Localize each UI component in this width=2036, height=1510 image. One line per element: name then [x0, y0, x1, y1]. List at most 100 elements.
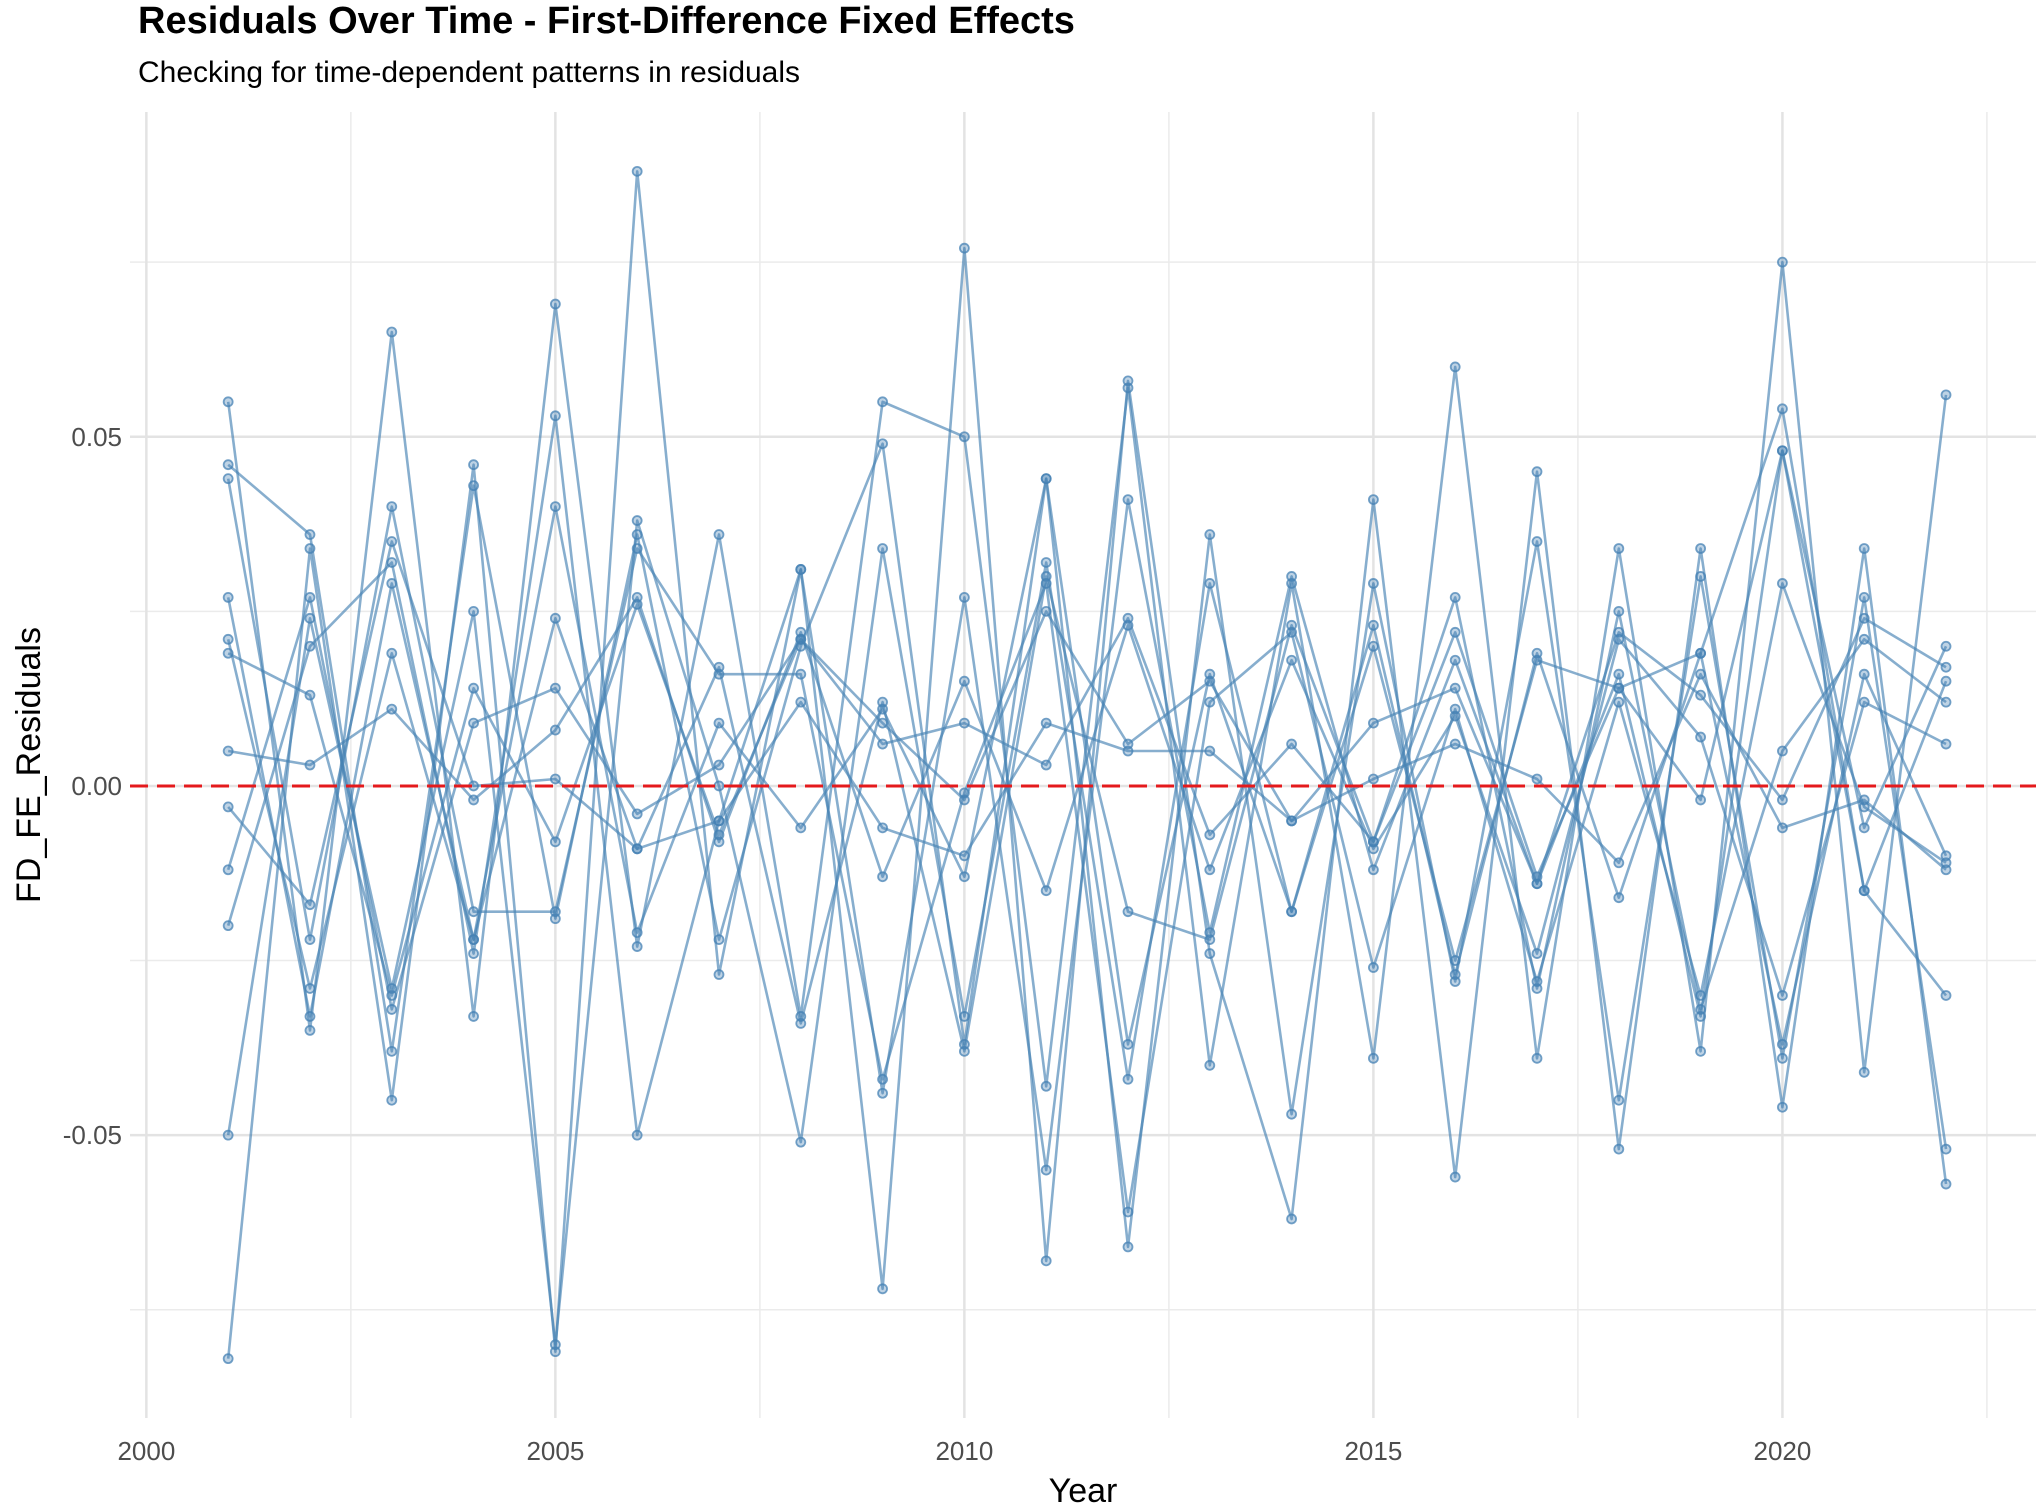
data-point: [549, 298, 561, 310]
data-point: [304, 1024, 316, 1036]
data-point: [795, 626, 807, 638]
y-tick-label: 0.05: [71, 422, 122, 452]
data-point: [631, 941, 643, 952]
data-point: [1858, 696, 1870, 708]
data-point: [1040, 885, 1052, 897]
series-layer: [222, 165, 1952, 1365]
data-point: [1858, 822, 1870, 834]
data-point: [1695, 1045, 1707, 1057]
data-point: [1040, 557, 1052, 568]
data-point: [631, 843, 643, 855]
data-point: [1613, 696, 1625, 708]
data-point: [713, 759, 725, 771]
data-point: [386, 578, 398, 589]
data-point: [1531, 1052, 1543, 1064]
data-point: [1531, 466, 1543, 478]
data-point: [1613, 543, 1625, 554]
data-point: [877, 738, 888, 750]
data-point: [549, 410, 561, 422]
data-point: [1122, 1073, 1134, 1085]
data-point: [631, 927, 643, 939]
data-point: [1777, 445, 1788, 457]
data-point: [1777, 822, 1788, 834]
data-point: [877, 871, 888, 883]
data-point: [222, 1129, 234, 1141]
data-point: [549, 724, 561, 736]
data-point: [1777, 1038, 1788, 1050]
data-point: [713, 836, 725, 848]
data-point: [1367, 843, 1379, 855]
data-point: [877, 717, 888, 729]
data-point: [1367, 640, 1379, 652]
data-point: [1695, 689, 1707, 701]
data-point: [468, 1011, 479, 1022]
data-point: [386, 1045, 398, 1057]
data-point: [468, 605, 479, 617]
data-point: [1449, 738, 1461, 750]
grid-minor: [130, 112, 2036, 1418]
data-point: [1695, 794, 1707, 806]
data-point: [713, 969, 725, 980]
data-point: [1122, 1038, 1134, 1050]
data-point: [222, 745, 234, 757]
data-point: [1204, 529, 1216, 540]
data-point: [1858, 543, 1870, 554]
data-point: [1204, 675, 1216, 687]
x-axis-title: Year: [1049, 1472, 1118, 1510]
data-point: [1122, 375, 1134, 387]
data-point: [304, 689, 316, 701]
data-point: [1940, 661, 1952, 673]
data-point: [1122, 1241, 1134, 1253]
data-point: [1040, 1164, 1052, 1176]
data-point: [1367, 773, 1379, 785]
data-point: [386, 326, 398, 338]
x-tick-label: 2000: [117, 1436, 175, 1466]
data-point: [468, 480, 479, 492]
data-point: [1449, 626, 1461, 638]
data-point: [1286, 1108, 1297, 1120]
data-point: [1367, 1052, 1379, 1064]
data-point: [1858, 612, 1870, 624]
data-point: [713, 780, 725, 792]
data-point: [304, 899, 316, 911]
data-point: [1286, 738, 1297, 750]
data-point: [958, 717, 970, 729]
data-point: [631, 1129, 643, 1141]
data-point: [958, 431, 970, 443]
data-point: [1367, 578, 1379, 589]
data-point: [1940, 1178, 1952, 1190]
data-point: [1613, 668, 1625, 680]
data-point: [304, 983, 316, 994]
data-point: [549, 612, 561, 624]
data-point: [1449, 710, 1461, 722]
data-point: [1613, 682, 1625, 694]
data-point: [1777, 1052, 1788, 1064]
data-point: [304, 759, 316, 771]
data-point: [631, 591, 643, 603]
data-point: [1531, 536, 1543, 547]
data-point: [222, 801, 234, 813]
data-point: [1531, 948, 1543, 959]
data-point: [549, 906, 561, 918]
data-point: [1858, 1066, 1870, 1078]
data-point: [795, 668, 807, 680]
data-point: [958, 794, 970, 806]
data-point: [1777, 745, 1788, 757]
data-point: [795, 564, 807, 575]
data-point: [631, 808, 643, 820]
data-point: [1940, 696, 1952, 708]
data-point: [1613, 1094, 1625, 1106]
data-point: [1777, 1101, 1788, 1113]
series-line: [226, 596, 1947, 1011]
data-point: [1695, 1004, 1707, 1015]
data-point: [468, 717, 479, 729]
data-point: [1613, 857, 1625, 869]
data-point: [1695, 647, 1707, 659]
data-point: [1531, 983, 1543, 994]
data-point: [222, 1353, 234, 1365]
data-point: [1777, 990, 1788, 1001]
data-point: [1449, 361, 1461, 373]
data-point: [1040, 759, 1052, 771]
data-point: [1613, 1143, 1625, 1155]
